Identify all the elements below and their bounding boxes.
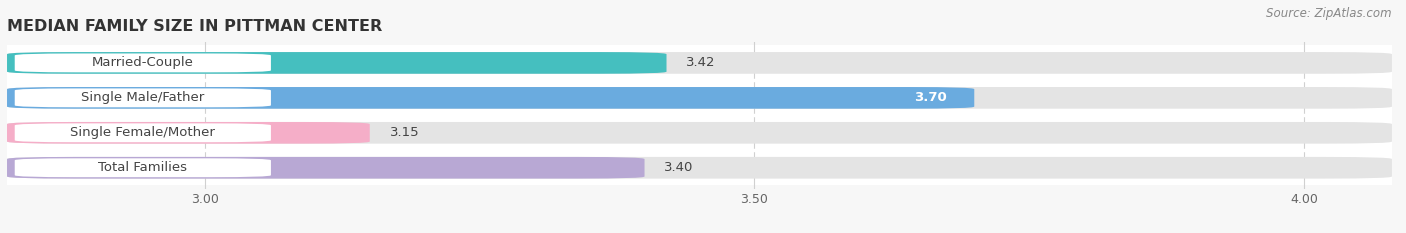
FancyBboxPatch shape [14, 54, 271, 72]
FancyBboxPatch shape [14, 158, 271, 177]
Bar [7, 80, 1392, 115]
Text: MEDIAN FAMILY SIZE IN PITTMAN CENTER: MEDIAN FAMILY SIZE IN PITTMAN CENTER [7, 19, 382, 34]
FancyBboxPatch shape [7, 122, 1392, 144]
FancyBboxPatch shape [7, 87, 1392, 109]
Text: Single Male/Father: Single Male/Father [82, 91, 204, 104]
Text: Single Female/Mother: Single Female/Mother [70, 126, 215, 139]
FancyBboxPatch shape [7, 157, 1392, 178]
Text: Source: ZipAtlas.com: Source: ZipAtlas.com [1267, 7, 1392, 20]
FancyBboxPatch shape [7, 87, 974, 109]
Bar [7, 45, 1392, 80]
Bar [7, 150, 1392, 185]
FancyBboxPatch shape [7, 52, 666, 74]
FancyBboxPatch shape [7, 157, 644, 178]
Text: 3.40: 3.40 [664, 161, 693, 174]
FancyBboxPatch shape [7, 122, 370, 144]
FancyBboxPatch shape [14, 123, 271, 142]
FancyBboxPatch shape [7, 52, 1392, 74]
Text: Total Families: Total Families [98, 161, 187, 174]
Text: 3.15: 3.15 [389, 126, 419, 139]
FancyBboxPatch shape [14, 88, 271, 107]
Text: 3.70: 3.70 [914, 91, 946, 104]
Bar [7, 115, 1392, 150]
Text: 3.42: 3.42 [686, 56, 716, 69]
Text: Married-Couple: Married-Couple [91, 56, 194, 69]
